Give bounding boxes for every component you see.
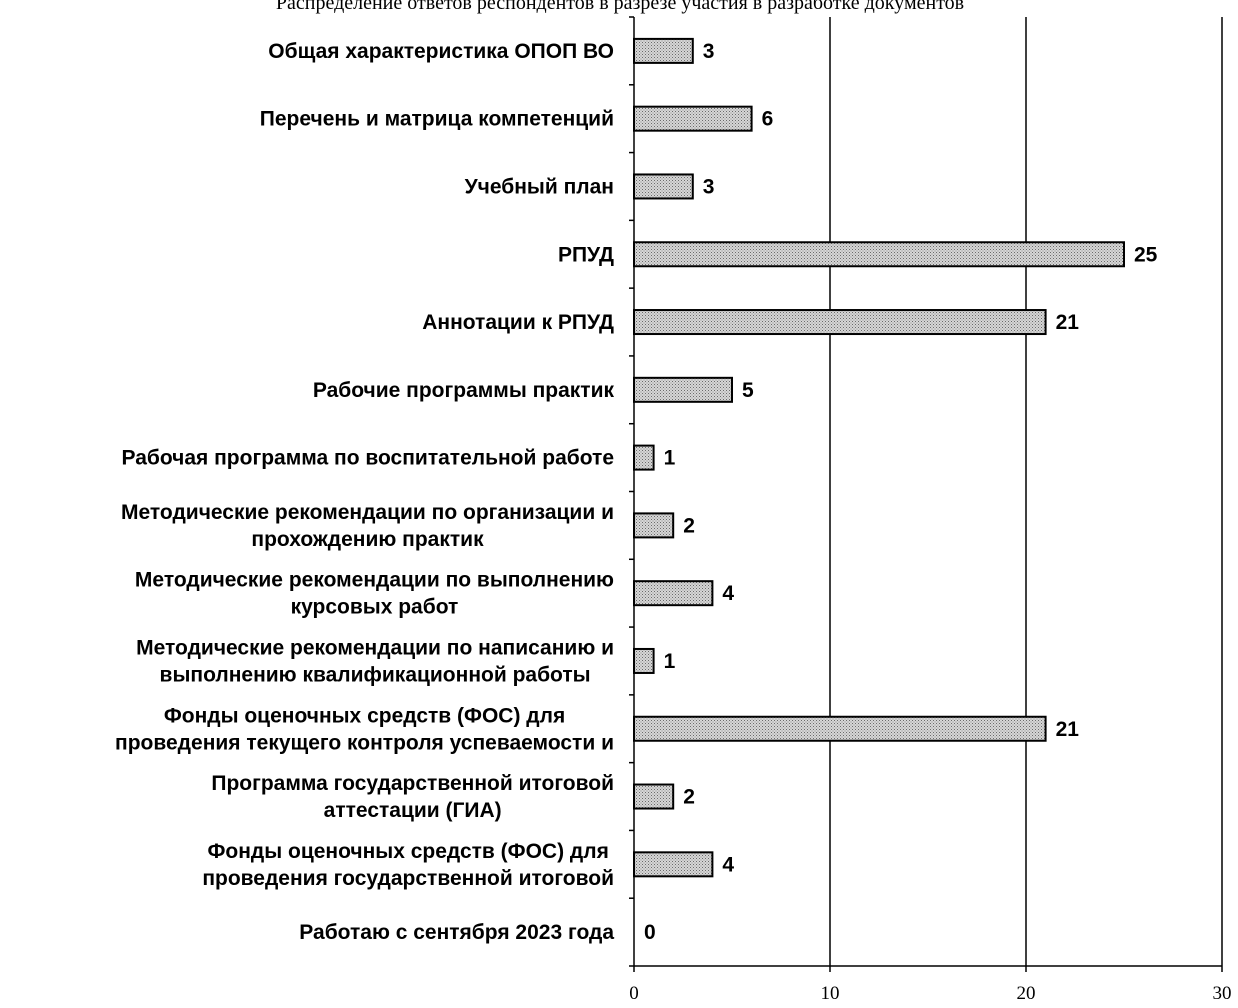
- category-label-line: проведения текущего контроля успеваемост…: [115, 731, 614, 754]
- bar: [633, 37, 694, 64]
- value-label: 0: [644, 921, 656, 944]
- category-label-line: Перечень и матрица компетенций: [260, 108, 614, 131]
- bar: [633, 783, 675, 810]
- category-label: Учебный план: [465, 175, 614, 198]
- value-label: 5: [742, 379, 754, 402]
- category-label: Работаю с сентября 2023 года: [299, 921, 614, 944]
- value-label: 21: [1056, 718, 1080, 741]
- category-label-line: Фонды оценочных средств (ФОС) для: [164, 704, 565, 727]
- value-label: 1: [664, 447, 676, 470]
- bar: [633, 715, 1047, 742]
- category-label: Методические рекомендации по написанию и…: [136, 636, 614, 686]
- bar: [633, 580, 714, 607]
- bar: [633, 241, 1125, 268]
- category-label-line: Общая характеристика ОПОП ВО: [268, 40, 614, 63]
- value-label: 2: [683, 514, 695, 537]
- category-label: РПУД: [558, 243, 614, 266]
- category-label: Перечень и матрица компетенций: [260, 108, 614, 131]
- category-label-line: проведения государственной итоговой: [202, 867, 614, 890]
- x-tick-label: 30: [1213, 983, 1232, 1004]
- chart-caption: Распределение ответов респондентов в раз…: [276, 0, 964, 14]
- value-label: 4: [722, 582, 734, 605]
- category-label-line: РПУД: [558, 243, 614, 266]
- value-label: 2: [683, 786, 695, 809]
- category-label: Аннотации к РПУД: [422, 311, 614, 334]
- x-tick-label: 20: [1017, 983, 1036, 1004]
- category-label-line: прохождению практик: [251, 528, 484, 551]
- value-label: 21: [1056, 311, 1080, 334]
- category-label-line: Фонды оценочных средств (ФОС) для: [207, 840, 608, 863]
- category-label-line: выполнению квалификационной работы: [160, 663, 591, 686]
- category-label: Рабочие программы практик: [313, 379, 615, 402]
- category-label-line: Рабочие программы практик: [313, 379, 615, 402]
- value-label: 1: [664, 650, 676, 673]
- bar: [633, 309, 1047, 336]
- category-label: Методические рекомендации по организации…: [121, 501, 614, 551]
- bar: [633, 512, 675, 539]
- value-label: 3: [703, 40, 715, 63]
- category-label-line: Методические рекомендации по написанию и: [136, 636, 614, 659]
- category-label: Общая характеристика ОПОП ВО: [268, 40, 614, 63]
- category-label-line: Работаю с сентября 2023 года: [299, 921, 614, 944]
- category-label: Рабочая программа по воспитательной рабо…: [121, 447, 614, 470]
- bar: [633, 173, 694, 200]
- category-label-line: Методические рекомендации по организации…: [121, 501, 614, 524]
- bar: [633, 851, 714, 878]
- category-label: Программа государственной итоговой аттест…: [211, 772, 614, 822]
- value-label: 4: [722, 853, 734, 876]
- category-label-line: Программа государственной итоговой: [211, 772, 614, 795]
- gridlines: [829, 17, 1223, 966]
- x-tick-labels: 0 10 20 30: [629, 983, 1231, 1004]
- bar: [633, 376, 733, 403]
- bar: [633, 105, 753, 132]
- category-label-line: Аннотации к РПУД: [422, 311, 614, 334]
- category-label-line: аттестации (ГИА): [324, 799, 502, 822]
- axes: [629, 16, 1223, 972]
- value-label: 3: [703, 175, 715, 198]
- bar: [633, 647, 655, 674]
- x-tick-label: 0: [629, 983, 639, 1004]
- category-label-line: Учебный план: [465, 175, 614, 198]
- category-label: Фонды оценочных средств (ФОС) для проведе…: [202, 840, 614, 890]
- bars: [633, 37, 1125, 878]
- category-label-line: курсовых работ: [291, 596, 459, 619]
- value-label: 25: [1134, 243, 1158, 266]
- bar: [633, 444, 655, 471]
- category-label-line: Рабочая программа по воспитательной рабо…: [121, 447, 614, 470]
- category-label-line: Методические рекомендации по выполнению: [135, 569, 614, 592]
- x-tick-label: 10: [821, 983, 840, 1004]
- value-label: 6: [762, 108, 774, 131]
- category-label: Фонды оценочных средств (ФОС) для проведе…: [115, 704, 614, 754]
- value-labels: 3 6 3 25 21 5 1 2 4 1 21 2 4 0: [644, 40, 1158, 944]
- category-label: Методические рекомендации по выполнению к…: [135, 569, 614, 619]
- category-labels: Общая характеристика ОПОП ВО Перечень и м…: [115, 40, 614, 944]
